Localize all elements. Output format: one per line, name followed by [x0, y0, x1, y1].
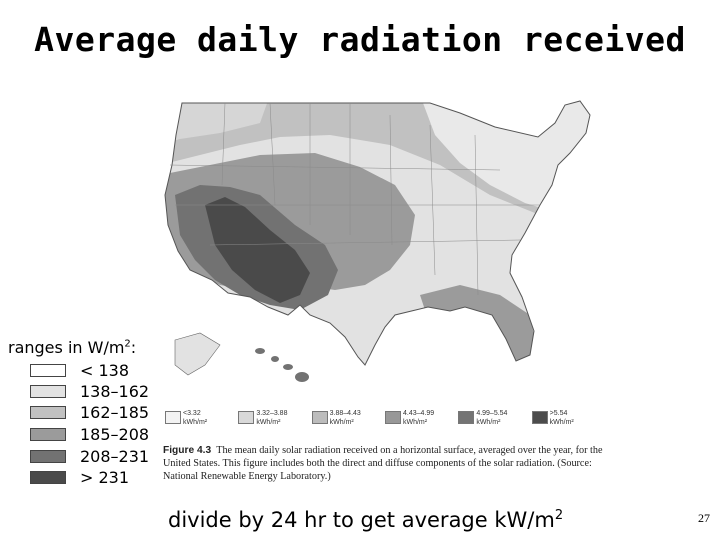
figure-legend-swatch [165, 411, 181, 424]
footer-note: divide by 24 hr to get average kW/m2 [168, 508, 564, 532]
range-swatch [30, 405, 66, 419]
range-row: < 138 [30, 360, 129, 380]
range-label: < 138 [80, 360, 130, 380]
figure-legend-item: 4.43–4.99 kWh/m² [384, 409, 458, 437]
range-label: 138–162 [80, 381, 150, 401]
figure-legend-item: >5.54 kWh/m² [531, 409, 605, 437]
figure-label: Figure 4.3 [163, 445, 212, 456]
slide-title: Average daily radiation received [34, 20, 686, 59]
range-row: 162–185 [30, 402, 149, 422]
range-row: > 231 [30, 467, 129, 487]
range-row: 208–231 [30, 446, 149, 466]
figure-legend-swatch [531, 411, 548, 424]
range-swatch [30, 449, 66, 463]
range-swatch [30, 384, 66, 398]
ranges-heading: ranges in W/m2: [8, 338, 137, 357]
figure-legend-label: 3.88–4.43 kWh/m² [329, 410, 361, 426]
page-number: 27 [698, 511, 710, 525]
range-label: > 231 [80, 467, 130, 487]
range-swatch [30, 363, 66, 377]
figure-legend-item: 4.99–5.54 kWh/m² [458, 409, 531, 437]
figure-legend-swatch [458, 411, 475, 424]
figure-legend-label: 4.43–4.99 kWh/m² [402, 410, 435, 426]
figure-legend-swatch [311, 411, 328, 424]
figure-legend-swatch [238, 411, 255, 424]
figure-legend-label: 4.99–5.54 kWh/m² [476, 410, 508, 426]
range-row: 185–208 [30, 424, 149, 444]
figure-legend-item: <3.32 kWh/m² [165, 409, 238, 437]
figure-legend-label: >5.54 kWh/m² [549, 410, 574, 426]
range-label: 185–208 [80, 424, 150, 444]
range-swatch [30, 427, 66, 441]
figure-legend-item: 3.88–4.43 kWh/m² [311, 409, 385, 437]
figure-legend-label: <3.32 kWh/m² [183, 410, 208, 426]
us-radiation-map [164, 100, 591, 382]
range-swatch [30, 470, 66, 484]
figure-legend-swatch [384, 411, 401, 424]
figure-legend-item: 3.32–3.88 kWh/m² [238, 409, 311, 437]
figure-caption: Figure 4.3 The mean daily solar radiatio… [163, 444, 608, 483]
caption-text: The mean daily solar radiation received … [163, 445, 603, 482]
range-label: 162–185 [80, 402, 150, 422]
range-row: 138–162 [30, 381, 149, 401]
figure-legend: <3.32 kWh/m² 3.32–3.88 kWh/m² 3.88–4.43 kWh… [165, 409, 605, 437]
range-label: 208–231 [80, 446, 150, 466]
figure-legend-label: 3.32–3.88 kWh/m² [256, 410, 288, 426]
